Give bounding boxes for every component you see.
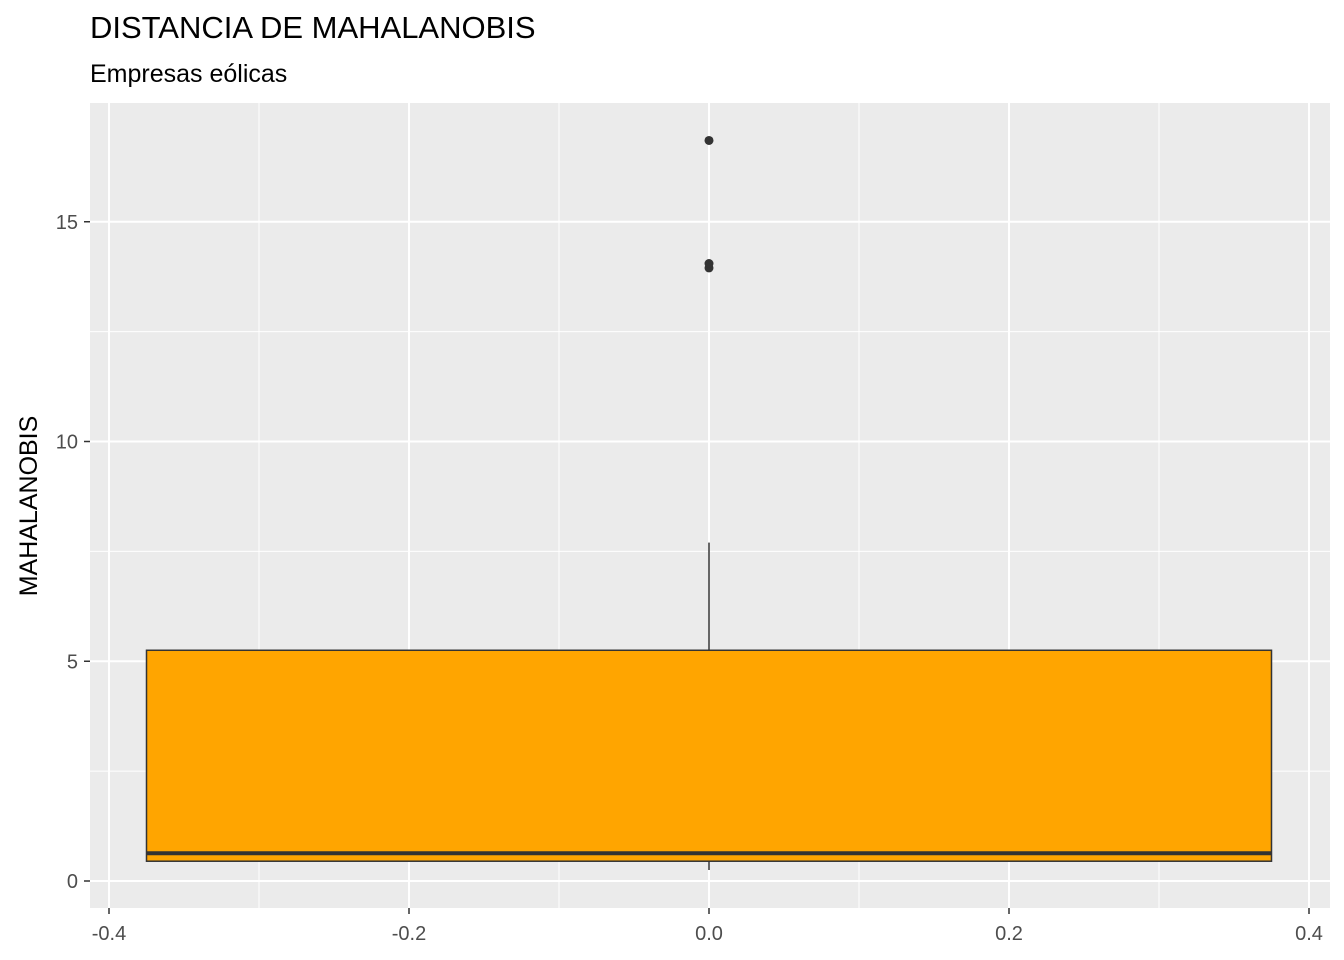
chart-subtitle: Empresas eólicas — [90, 60, 288, 88]
x-axis: -0.4 -0.2 0.0 0.2 0.4 — [92, 908, 1323, 945]
y-tick-label: 10 — [56, 432, 78, 454]
y-axis: 0 5 10 15 — [56, 212, 90, 893]
x-tick-label: 0.0 — [695, 923, 723, 945]
boxplot — [145, 135, 1273, 871]
outlier-point — [704, 259, 714, 269]
y-tick-label: 5 — [67, 651, 78, 673]
y-axis-title: MAHALANOBIS — [15, 416, 43, 597]
box-iqr — [145, 649, 1273, 862]
y-tick-label: 15 — [56, 212, 78, 234]
chart-title: DISTANCIA DE MAHALANOBIS — [90, 10, 536, 45]
outlier-point — [704, 135, 714, 145]
x-tick-label: 0.2 — [995, 923, 1023, 945]
x-tick-label: -0.4 — [92, 923, 126, 945]
x-tick-label: -0.2 — [392, 923, 426, 945]
x-tick-label: 0.4 — [1295, 923, 1323, 945]
y-tick-label: 0 — [67, 871, 78, 893]
